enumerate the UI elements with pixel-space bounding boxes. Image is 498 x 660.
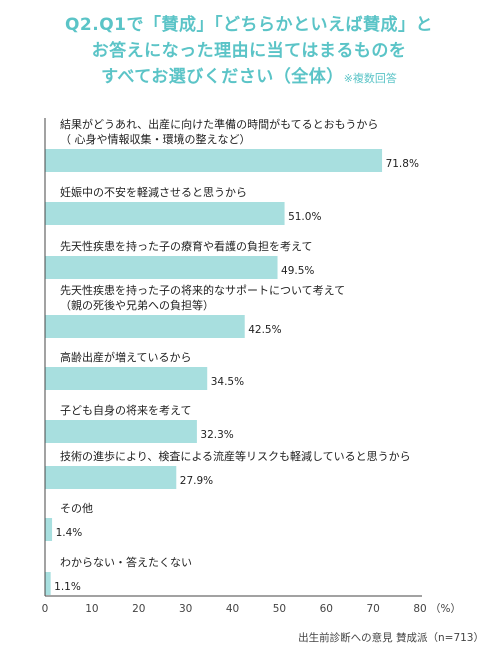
bar xyxy=(45,256,278,279)
chart-footer: 出生前診断への意見 賛成派（n=713） xyxy=(298,632,484,644)
title-line-2: お答えになった理由に当てはまるものを xyxy=(91,41,407,61)
category-label: （親の死後や兄弟への負担等） xyxy=(60,298,214,312)
category-label: 高齢出産が増えているから xyxy=(60,350,191,364)
category-label: （ 心身や情報収集・環境の整えなど） xyxy=(60,132,251,146)
x-tick-label: 80 xyxy=(413,603,426,615)
category-label: 子ども自身の将来を考えて xyxy=(60,403,191,417)
value-label: 71.8% xyxy=(386,158,419,170)
bar xyxy=(45,367,208,390)
value-label: 1.1% xyxy=(54,581,81,593)
value-label: 34.5% xyxy=(211,376,244,388)
x-tick-label: 40 xyxy=(226,603,239,615)
category-label: その他 xyxy=(60,502,93,515)
title-line-1: Q2.Q1で「賛成」「どちらかといえば賛成」と xyxy=(64,15,434,35)
category-label: 結果がどうあれ、出産に向けた準備の時間がもてるとおもうから xyxy=(60,117,378,131)
value-label: 32.3% xyxy=(200,429,233,441)
x-tick-label: 30 xyxy=(179,603,192,615)
bar xyxy=(45,202,285,225)
title-note: ※複数回答 xyxy=(343,72,397,85)
x-tick-label: 50 xyxy=(273,603,286,615)
bar xyxy=(45,518,53,541)
bar xyxy=(45,315,245,338)
x-tick-label: 10 xyxy=(85,603,98,615)
x-tick-label: 0 xyxy=(42,603,49,615)
value-label: 42.5% xyxy=(248,324,281,336)
bar xyxy=(45,149,383,172)
value-label: 1.4% xyxy=(56,527,83,539)
value-label: 51.0% xyxy=(288,211,321,223)
category-label: 妊娠中の不安を軽減させると思うから xyxy=(60,185,247,199)
bar xyxy=(45,466,177,489)
value-label: 49.5% xyxy=(281,265,314,277)
title-line-3: すべてお選びください（全体）※複数回答 xyxy=(0,64,498,92)
x-unit-label: （%） xyxy=(430,603,461,615)
value-label: 27.9% xyxy=(180,475,213,487)
x-tick-label: 20 xyxy=(132,603,145,615)
category-label: 先天性疾患を持った子の療育や看護の負担を考えて xyxy=(60,239,312,253)
category-label: 先天性疾患を持った子の将来的なサポートについて考えて xyxy=(60,283,345,297)
x-tick-label: 70 xyxy=(366,603,379,615)
bar xyxy=(45,572,51,595)
title-line-3-text: すべてお選びください（全体） xyxy=(101,67,344,87)
x-tick-label: 60 xyxy=(320,603,333,615)
category-label: わからない・答えたくない xyxy=(60,555,192,569)
chart-title: Q2.Q1で「賛成」「どちらかといえば賛成」と お答えになった理由に当てはまるも… xyxy=(0,12,498,92)
bar xyxy=(45,420,197,443)
category-label: 技術の進歩により、検査による流産等リスクも軽減していると思うから xyxy=(60,449,411,463)
